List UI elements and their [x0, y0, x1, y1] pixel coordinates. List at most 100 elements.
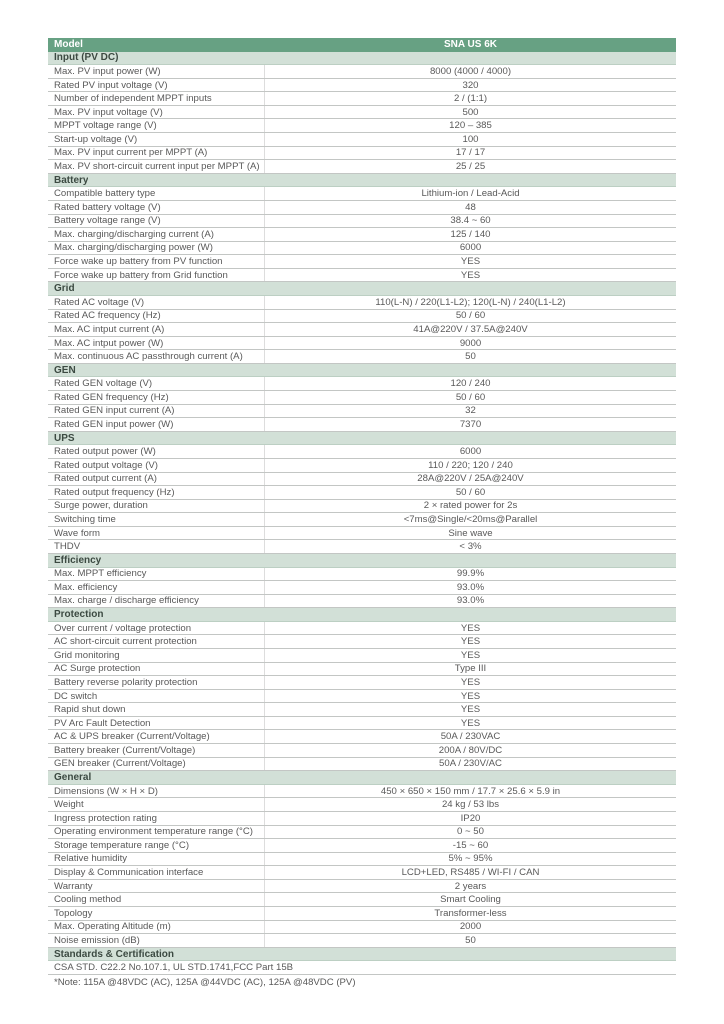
- table-row: Display & Communication interface LCD+LED…: [48, 866, 676, 880]
- row-value: 0 ~ 50: [457, 826, 484, 838]
- row-value: YES: [460, 269, 481, 281]
- section-header-row: UPS: [48, 431, 676, 446]
- row-value: 50 / 60: [455, 391, 486, 403]
- row-value: 24 kg / 53 lbs: [441, 799, 500, 811]
- row-label: PV Arc Fault Detection: [48, 716, 265, 730]
- row-label: Force wake up battery from PV function: [48, 255, 265, 268]
- row-value: 100: [462, 133, 479, 145]
- row-label: AC Surge protection: [48, 662, 265, 676]
- row-label: Wave form: [48, 526, 265, 540]
- row-label: Battery reverse polarity protection: [48, 676, 265, 689]
- row-value: 50A / 230VAC: [440, 731, 501, 743]
- row-label: Rated battery voltage (V): [48, 200, 265, 214]
- table-row: Rated output power (W) 6000: [48, 445, 676, 459]
- table-row: AC Surge protection Type III: [48, 662, 676, 677]
- row-value: 120 / 240: [450, 378, 491, 390]
- row-value: 2000: [459, 921, 482, 933]
- table-row: Over current / voltage protection YES: [48, 621, 676, 636]
- row-label: Cooling method: [48, 893, 265, 906]
- table-row: Rated GEN input current (A) 32: [48, 404, 676, 419]
- row-label: Max. charge / discharge efficiency: [48, 594, 265, 608]
- table-row: Max. MPPT efficiency 99.9%: [48, 567, 676, 582]
- section-header-row: Grid: [48, 282, 676, 296]
- table-row: Rated output voltage (V) 110 / 220; 120 /…: [48, 458, 676, 473]
- row-value: 5% ~ 95%: [448, 853, 493, 865]
- table-row: THDV < 3%: [48, 540, 676, 554]
- row-label: Max. AC intput power (W): [48, 336, 265, 350]
- section-title: General: [54, 772, 92, 783]
- row-value: 110 / 220; 120 / 240: [428, 459, 513, 471]
- table-row: Max. AC intput power (W) 9000: [48, 336, 676, 351]
- row-value: 7370: [459, 418, 482, 430]
- section-header-row: Standards & Certification: [48, 947, 676, 962]
- row-value: Lithium-ion / Lead-Acid: [421, 188, 520, 200]
- section-title: GEN: [54, 364, 76, 376]
- table-row: Max. charging/discharging power (W) 6000: [48, 241, 676, 256]
- section-header-row: Battery: [48, 173, 676, 188]
- row-value: 50A / 230V/AC: [439, 758, 502, 770]
- table-row: Compatible battery type Lithium-ion / Lea…: [48, 187, 676, 201]
- row-value: 50: [465, 351, 476, 363]
- row-value: 93.0%: [456, 595, 485, 607]
- table-row: Max. charging/discharging current (A) 125…: [48, 228, 676, 242]
- row-value: 25 / 25: [455, 160, 486, 172]
- row-value: 41A@220V / 37.5A@240V: [413, 323, 528, 335]
- table-row: Max. AC intput current (A) 41A@220V / 37.…: [48, 323, 676, 337]
- row-value: Transformer-less: [434, 907, 507, 919]
- row-value: 200A / 80V/DC: [438, 744, 503, 756]
- table-row: Ingress protection rating IP20: [48, 811, 676, 826]
- row-label: Max. PV input current per MPPT (A): [48, 146, 265, 160]
- row-value: 2 × rated power for 2s: [423, 500, 518, 512]
- table-row: GEN breaker (Current/Voltage) 50A / 230V/…: [48, 757, 676, 772]
- row-label: Rated GEN frequency (Hz): [48, 391, 265, 404]
- row-label: Operating environment temperature range …: [48, 825, 265, 839]
- section-title: Standards & Certification: [54, 948, 175, 960]
- footnote: *Note: 115A @48VDC (AC), 125A @44VDC (AC…: [54, 976, 356, 988]
- row-label: Rated GEN voltage (V): [48, 377, 265, 391]
- section-header-row: General: [48, 771, 676, 785]
- row-label: Rated GEN input power (W): [48, 418, 265, 431]
- section-header-row: GEN: [48, 363, 676, 378]
- row-label: Display & Communication interface: [48, 866, 265, 879]
- row-label: Max. PV short-circuit current input per …: [48, 160, 265, 173]
- row-label: Rated output voltage (V): [48, 458, 265, 472]
- row-value: IP20: [460, 812, 481, 824]
- table-row: Max. efficiency 93.0%: [48, 581, 676, 595]
- table-row: Operating environment temperature range …: [48, 825, 676, 840]
- row-value: YES: [460, 717, 481, 729]
- table-row: Grid monitoring YES: [48, 649, 676, 663]
- row-value: 28A@220V / 25A@240V: [417, 473, 524, 485]
- table-row: Rated GEN voltage (V) 120 / 240: [48, 377, 676, 392]
- section-title: Grid: [54, 283, 75, 295]
- table-row: Battery voltage range (V) 38.4 ~ 60: [48, 214, 676, 229]
- table-row: Force wake up battery from Grid function…: [48, 268, 676, 283]
- row-label: Topology: [48, 907, 265, 920]
- row-value: Type III: [454, 663, 487, 675]
- row-value: 110(L-N) / 220(L1-L2); 120(L-N) / 240(L1…: [375, 296, 566, 308]
- row-label: Max. Operating Altitude (m): [48, 920, 265, 934]
- row-label: Max. PV input power (W): [48, 65, 265, 78]
- row-value: 2 / (1:1): [453, 93, 488, 105]
- section-header-row: Input (PV DC): [48, 51, 676, 66]
- row-value: < 3%: [459, 541, 482, 553]
- row-value: 500: [462, 106, 479, 118]
- table-row: Weight 24 kg / 53 lbs: [48, 798, 676, 812]
- table-row: Rated PV input voltage (V) 320: [48, 78, 676, 93]
- row-label: THDV: [48, 540, 265, 553]
- row-value: 48: [465, 201, 476, 213]
- row-label: Force wake up battery from Grid function: [48, 268, 265, 282]
- table-row: Rated output current (A) 28A@220V / 25A@2…: [48, 472, 676, 487]
- row-label: Rated AC frequency (Hz): [48, 309, 265, 323]
- section-title: Input (PV DC): [54, 52, 119, 64]
- table-row: Battery reverse polarity protection YES: [48, 676, 676, 690]
- row-value: 2 years: [454, 880, 487, 892]
- section-header-row: Efficiency: [48, 553, 676, 568]
- row-label: Rated output frequency (Hz): [48, 486, 265, 499]
- row-value: YES: [460, 676, 481, 688]
- row-label: Rated AC voltage (V): [48, 295, 265, 309]
- row-value: 50 / 60: [455, 486, 486, 498]
- section-header-row: Protection: [48, 608, 676, 622]
- row-label: Ingress protection rating: [48, 811, 265, 825]
- table-row: Rated GEN input power (W) 7370: [48, 418, 676, 432]
